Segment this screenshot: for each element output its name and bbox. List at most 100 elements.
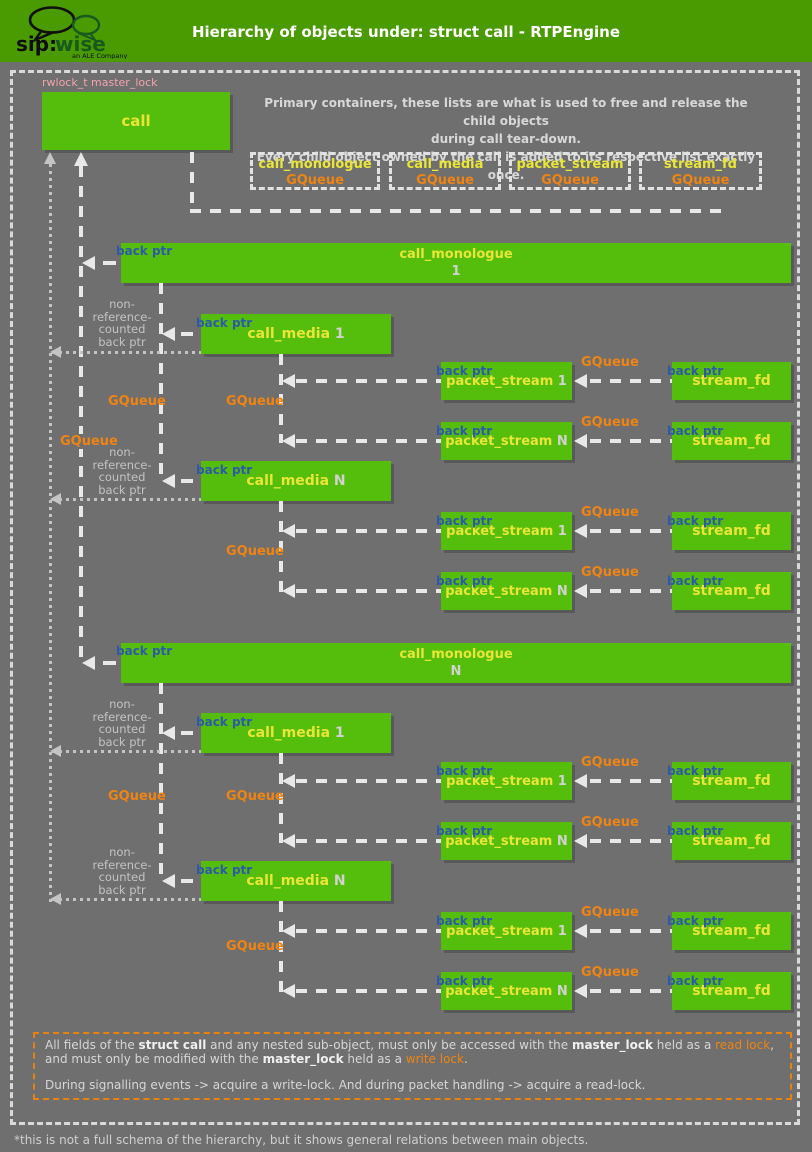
left-arrow-icon [282,984,295,998]
gqueue-label: GQueue [226,544,284,559]
box-title: stream_fd [692,523,771,539]
packet-stream-gqueue-spine [279,753,283,843]
footnote: *this is not a full schema of the hierar… [14,1133,589,1147]
back-ptr-label: back ptr [667,764,724,778]
back-ptr-dash [181,731,193,735]
queue-type: GQueue [286,173,344,188]
box-title: packet_stream 1 [446,374,567,389]
box-number: N [333,873,346,889]
packet-stream-box: packet_stream 1 [441,912,572,950]
queue-type: GQueue [541,173,599,188]
fd-gqueue-line [590,529,672,533]
stream-fd-box: stream_fd [672,512,791,550]
box-number: N [556,983,568,999]
packet-stream-box: packet_stream N [441,572,572,610]
box-number: 1 [557,373,567,389]
gqueue-label: GQueue [581,755,639,770]
ps-gqueue-line [296,779,441,783]
ps-name: packet_stream [445,833,553,849]
box-title: packet_stream N [445,834,568,849]
fd-gqueue-line [590,589,672,593]
box-number: 1 [557,923,567,939]
packet-stream-gqueue-spine [279,354,283,443]
page-title: Hierarchy of objects under: struct call … [191,23,621,41]
back-ptr-label: back ptr [436,364,493,378]
ps-name: packet_stream [445,983,553,999]
packet-stream-box: packet_stream 1 [441,362,572,400]
queue-box-call-monologue: call_monologue GQueue [250,152,380,190]
note-text: and any nested sub-object, must only be … [206,1038,572,1052]
queue-box-packet-stream: packet_stream GQueue [509,152,631,190]
back-ptr-label: back ptr [667,364,724,378]
back-ptr-label: back ptr [436,764,493,778]
left-arrow-icon [162,474,175,488]
left-arrow-icon [574,524,587,538]
box-number: 1 [334,326,345,342]
ps-gqueue-line [296,989,441,993]
back-ptr-label: back ptr [667,974,724,988]
box-number: N [333,473,346,489]
packet-stream-box: packet_stream N [441,422,572,460]
box-title: call_monologue [399,247,513,262]
packet-stream-box: packet_stream N [441,972,572,1010]
left-arrow-icon [574,924,587,938]
ps-gqueue-line [296,379,441,383]
box-number: N [556,583,568,599]
ps-name: packet_stream [445,433,553,449]
media-name: call_media [247,326,331,342]
queue-box-stream-fd: stream_fd GQueue [639,152,762,190]
queue-name: call_media [406,157,484,172]
left-arrow-icon [50,745,61,757]
back-ptr-label: back ptr [667,824,724,838]
ps-gqueue-line [296,929,441,933]
left-arrow-icon [82,656,95,670]
header-bar: sip: wise an ALE Company Hierarchy of ob… [0,0,812,62]
stream-fd-box: stream_fd [672,362,791,400]
ps-name: packet_stream [446,923,554,939]
up-arrow-icon [44,152,56,164]
ps-gqueue-line [296,839,441,843]
box-title: call_media 1 [247,326,344,342]
note-text: held as a [652,1038,716,1052]
gqueue-label: GQueue [581,355,639,370]
box-title: packet_stream 1 [446,924,567,939]
gqueue-label: GQueue [226,789,284,804]
gqueue-label: GQueue [226,394,284,409]
media-gqueue-spine [159,683,163,883]
box-title: call_media 1 [247,725,344,741]
stream-fd-box: stream_fd [672,762,791,800]
back-ptr-label: back ptr [196,463,253,477]
gqueue-label: GQueue [581,565,639,580]
queue-name: call_monologue [258,157,372,172]
queue-connector-horizontal-line [190,209,730,213]
queue-connector-vertical-line [190,152,194,210]
left-arrow-icon [574,584,587,598]
box-title: stream_fd [692,983,771,999]
left-arrow-icon [282,524,295,538]
fd-gqueue-line [590,439,672,443]
media-name: call_media [246,873,330,889]
back-ptr-dash [181,332,193,336]
box-number: 1 [334,725,345,741]
gqueue-label: GQueue [581,815,639,830]
ps-name: packet_stream [446,523,554,539]
box-title: stream_fd [692,773,771,789]
queue-name: packet_stream [516,157,624,172]
back-ptr-label: back ptr [436,574,493,588]
back-ptr-dash [181,879,193,883]
box-title: stream_fd [692,583,771,599]
non-ref-label: non- reference- counted back ptr [92,845,152,897]
ps-name: packet_stream [446,773,554,789]
gqueue-label: GQueue [581,965,639,980]
fd-gqueue-line [590,929,672,933]
back-ptr-label: back ptr [196,715,253,729]
box-title: stream_fd [692,433,771,449]
media-name: call_media [246,473,330,489]
box-number: N [556,833,568,849]
note-bold: master_lock [262,1051,344,1066]
box-number: 1 [557,523,567,539]
non-ref-label: non- reference- counted back ptr [92,445,152,497]
note-text: held as a [343,1051,406,1066]
gqueue-label: GQueue [108,394,166,409]
